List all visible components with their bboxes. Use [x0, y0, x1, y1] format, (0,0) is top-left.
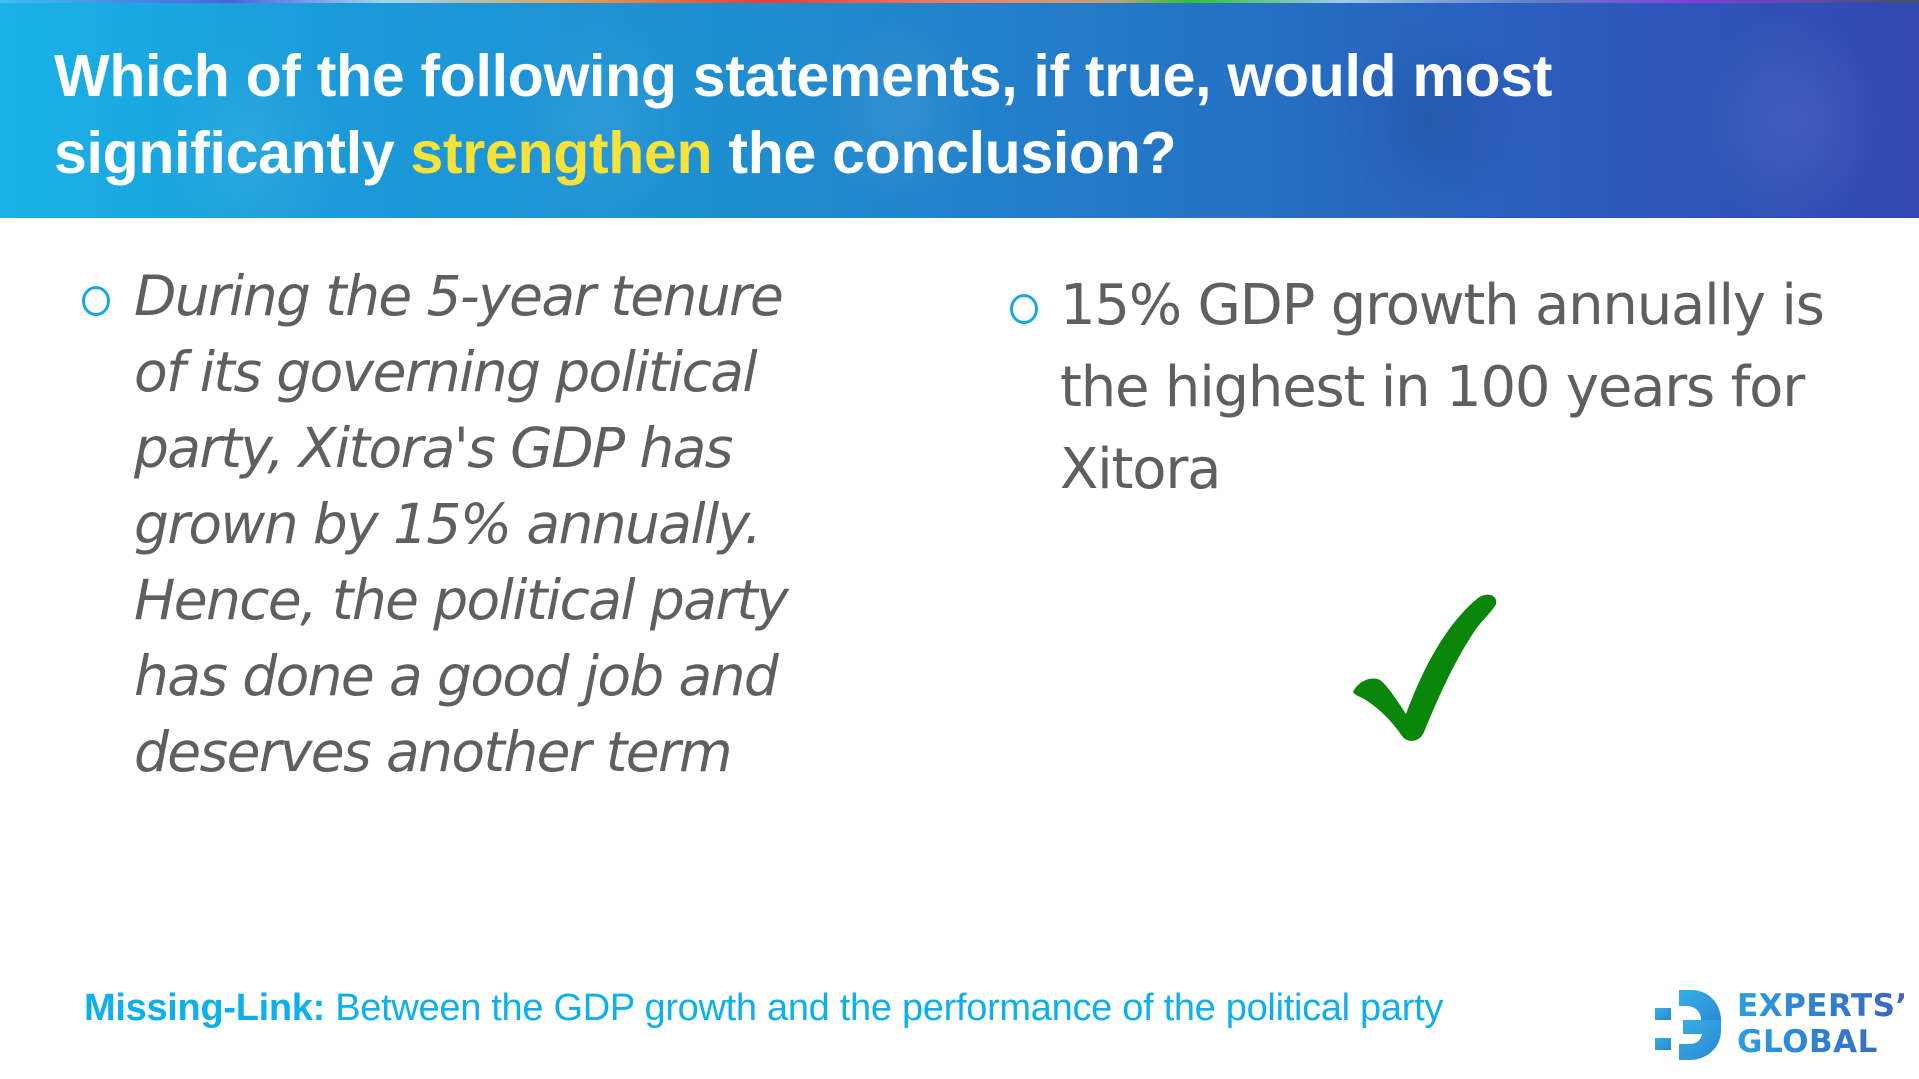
question-title: Which of the following statements, if tr… [54, 38, 1874, 192]
argument-statement: During the 5-year tenure of its governin… [82, 258, 834, 790]
answer-option-text: 15% GDP growth annually is the highest i… [1060, 273, 1825, 502]
question-title-highlight: strengthen [410, 120, 713, 186]
hollow-circle-bullet-icon [82, 286, 110, 316]
hollow-circle-bullet-icon [1010, 294, 1038, 324]
question-title-part1: Which of the following statements, if tr… [54, 43, 1553, 186]
argument-text: During the 5-year tenure of its governin… [134, 264, 789, 784]
experts-global-g-logo-icon [1655, 990, 1721, 1060]
missing-link-note: Missing-Link: Between the GDP growth and… [84, 985, 1443, 1031]
answer-option: 15% GDP growth annually is the highest i… [1010, 265, 1880, 511]
logo-line1: EXPERTS’ [1737, 988, 1908, 1024]
green-checkmark-icon [1353, 594, 1497, 741]
logo-wordmark: EXPERTS’ GLOBAL [1737, 988, 1908, 1060]
logo-line2: GLOBAL [1737, 1024, 1878, 1060]
header-photo-strip [0, 0, 1919, 3]
question-title-part2: the conclusion? [712, 120, 1177, 186]
missing-link-text: Between the GDP growth and the performan… [325, 987, 1444, 1029]
experts-global-logo: EXPERTS’ GLOBAL [1655, 982, 1905, 1062]
question-header-banner: Which of the following statements, if tr… [0, 0, 1919, 218]
missing-link-label: Missing-Link: [84, 987, 325, 1029]
